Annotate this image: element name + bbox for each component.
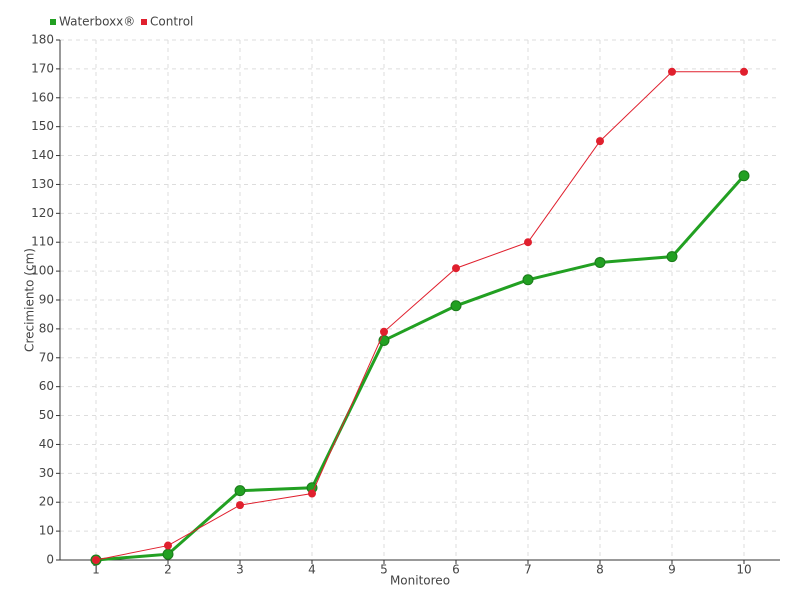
legend-swatch: [50, 19, 56, 25]
data-point: [666, 251, 678, 263]
data-point: [668, 67, 676, 76]
series-line: [95, 71, 744, 561]
y-tick-label: 110: [31, 235, 54, 249]
y-tick-label: 130: [31, 177, 54, 191]
y-tick-label: 90: [39, 293, 54, 307]
y-tick-label: 70: [39, 350, 54, 364]
y-tick-label: 40: [39, 437, 54, 451]
legend-label: Waterboxx®: [59, 15, 135, 29]
x-tick-label: 3: [236, 563, 244, 577]
data-point: [236, 501, 244, 510]
x-tick-label: 9: [668, 563, 676, 577]
y-tick-label: 10: [39, 524, 54, 538]
x-tick-label: 10: [736, 563, 751, 577]
legend-swatch: [141, 19, 147, 25]
x-tick-label: 5: [380, 563, 388, 577]
series-line: [95, 174, 746, 562]
y-tick-label: 80: [39, 321, 54, 335]
y-tick-label: 20: [39, 495, 54, 509]
data-point: [596, 137, 604, 146]
x-tick-label: 6: [452, 563, 460, 577]
y-tick-label: 50: [39, 408, 54, 422]
y-tick-label: 30: [39, 466, 54, 480]
data-point: [380, 327, 388, 336]
data-point: [522, 274, 534, 286]
data-point: [164, 541, 172, 550]
x-axis-label: Monitoreo: [390, 574, 450, 588]
legend-label: Control: [150, 15, 193, 29]
data-point: [92, 556, 100, 564]
data-point: [308, 489, 316, 498]
data-point: [450, 300, 462, 312]
x-tick-label: 2: [164, 563, 172, 577]
x-tick-label: 8: [596, 563, 604, 577]
y-tick-label: 170: [31, 61, 54, 75]
data-point: [452, 264, 460, 273]
data-point: [594, 256, 606, 268]
data-point: [738, 170, 750, 182]
y-tick-label: 180: [31, 33, 54, 47]
data-point: [234, 485, 246, 497]
y-tick-label: 100: [31, 264, 54, 278]
data-point: [740, 67, 748, 76]
y-axis-label: Crecimiento (cm): [23, 248, 37, 352]
y-tick-label: 0: [46, 553, 54, 567]
y-tick-label: 120: [31, 206, 54, 220]
y-tick-label: 140: [31, 148, 54, 162]
y-tick-label: 150: [31, 119, 54, 133]
x-tick-label: 4: [308, 563, 316, 577]
data-point: [524, 238, 532, 247]
y-tick-label: 60: [39, 379, 54, 393]
x-tick-label: 7: [524, 563, 532, 577]
data-point: [162, 548, 174, 560]
x-tick-label: 1: [92, 563, 100, 577]
y-tick-label: 160: [31, 90, 54, 104]
